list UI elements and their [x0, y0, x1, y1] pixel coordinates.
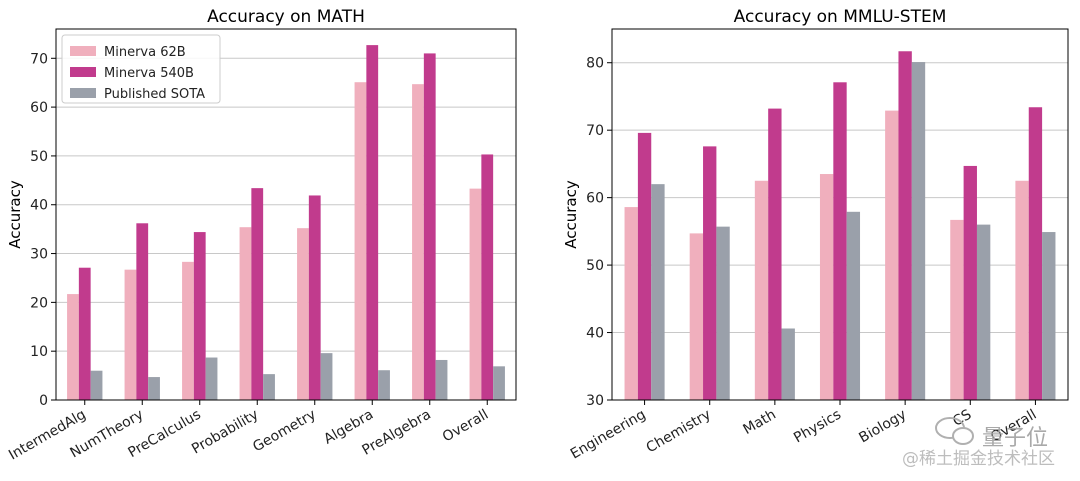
panel2-bar-minerva-540b [1028, 107, 1043, 400]
panel1-ytick-label: 60 [30, 100, 48, 116]
legend-label: Published SOTA [104, 87, 205, 102]
panel1-bar-minerva-62b [469, 188, 482, 400]
panel1-bar-published-sota [148, 377, 160, 400]
panel1-ytick-label: 10 [30, 344, 48, 360]
legend-label: Minerva 62B [104, 45, 186, 60]
panel1-ylabel: Accuracy [6, 180, 24, 249]
watermark-logo-text: 量子位 [982, 426, 1049, 451]
panel1-bar-minerva-540b [78, 267, 91, 400]
panel1-ytick-label: 20 [30, 295, 48, 311]
panel1-bar-minerva-540b [193, 232, 206, 400]
legend-swatch [70, 88, 96, 98]
panel2-bar-minerva-62b [885, 110, 899, 401]
panel2-bar-minerva-540b [768, 108, 782, 400]
panel2-ytick-label: 70 [586, 123, 604, 139]
panel2-bar-published-sota [716, 226, 730, 400]
watermark-logo-icon-bubble [952, 427, 974, 445]
panel2-bar-minerva-62b [624, 207, 638, 400]
panel2-bar-minerva-540b [703, 146, 717, 400]
panel1-bar-minerva-62b [412, 84, 424, 401]
panel1-xtick-label: Geometry [250, 407, 318, 456]
panel1-ytick-label: 0 [39, 393, 48, 409]
panel2-bar-minerva-540b [963, 165, 977, 400]
panel2-bar-published-sota [781, 328, 795, 400]
panel1-ytick-label: 50 [30, 149, 48, 165]
panel1-bar-published-sota [493, 366, 505, 400]
panel2-xtick-label: Biology [856, 407, 909, 447]
panel2-bar-minerva-62b [950, 219, 964, 400]
panel2-title: Accuracy on MMLU-STEM [734, 7, 947, 27]
legend-swatch [70, 46, 96, 56]
panel1-xtick-label: Overall [440, 407, 491, 446]
panel2-ytick-label: 40 [586, 326, 604, 342]
panel1-bar-minerva-540b [423, 53, 436, 400]
panel1-bar-minerva-62b [297, 228, 309, 400]
panel1-bar-minerva-540b [251, 188, 264, 400]
panel1-ytick-label: 70 [30, 51, 48, 67]
panel1-bar-published-sota [205, 357, 218, 400]
panel1-bar-minerva-540b [308, 195, 321, 400]
panel1-axes-frame [55, 28, 517, 401]
panel2-ytick-label: 50 [586, 258, 604, 274]
panel1-bar-minerva-540b [366, 45, 379, 400]
panel2-bar-minerva-62b [1015, 180, 1029, 400]
panel2-bar-minerva-62b [689, 233, 704, 400]
panel2-bar-minerva-540b [898, 51, 912, 400]
panel1-bar-published-sota [263, 374, 275, 400]
panel2-ytick-label: 60 [586, 191, 604, 207]
panel2-bar-minerva-540b [833, 82, 847, 400]
panel2-xtick-label: Engineering [568, 407, 649, 463]
panel1-title: Accuracy on MATH [207, 7, 365, 27]
watermark-source-text: @稀土掘金技术社区 [902, 449, 1055, 469]
panel1-bar-published-sota [435, 359, 448, 400]
panel2-bar-minerva-62b [819, 174, 834, 400]
panel1-bar-published-sota [90, 370, 103, 400]
panel2-bar-published-sota [1042, 232, 1056, 400]
panel1-bar-minerva-62b [182, 261, 194, 400]
panel2-ylabel: Accuracy [562, 180, 580, 249]
panel1-bar-minerva-540b [481, 154, 494, 400]
panel2-bar-published-sota [846, 211, 861, 400]
panel2-bar-published-sota [911, 62, 926, 400]
panel2-bar-minerva-62b [754, 180, 769, 400]
panel1-bar-published-sota [320, 353, 333, 400]
panel2-ytick-label: 80 [586, 56, 604, 72]
panel1-bar-minerva-62b [124, 269, 137, 400]
panel2-bar-published-sota [976, 224, 991, 400]
panel1-bar-minerva-540b [136, 223, 149, 400]
panel2-xtick-label: Chemistry [644, 407, 714, 457]
legend-swatch [70, 67, 96, 77]
panel2-bar-minerva-540b [637, 132, 652, 400]
panel2-bar-published-sota [651, 184, 665, 400]
legend-box [61, 34, 221, 104]
panel1-bar-minerva-62b [354, 82, 367, 400]
panel1-bar-minerva-62b [67, 294, 79, 400]
panel2-xtick-label: Math [741, 407, 779, 438]
panel1-bar-minerva-62b [239, 227, 252, 400]
panel2-ytick-label: 30 [586, 393, 604, 409]
legend-label: Minerva 540B [104, 66, 194, 81]
panel1-ytick-label: 40 [30, 198, 48, 214]
panel1-ytick-label: 30 [30, 247, 48, 263]
panel2-axes-frame [611, 28, 1069, 401]
panel1-bar-published-sota [378, 370, 390, 400]
panel2-xtick-label: Physics [791, 407, 844, 447]
